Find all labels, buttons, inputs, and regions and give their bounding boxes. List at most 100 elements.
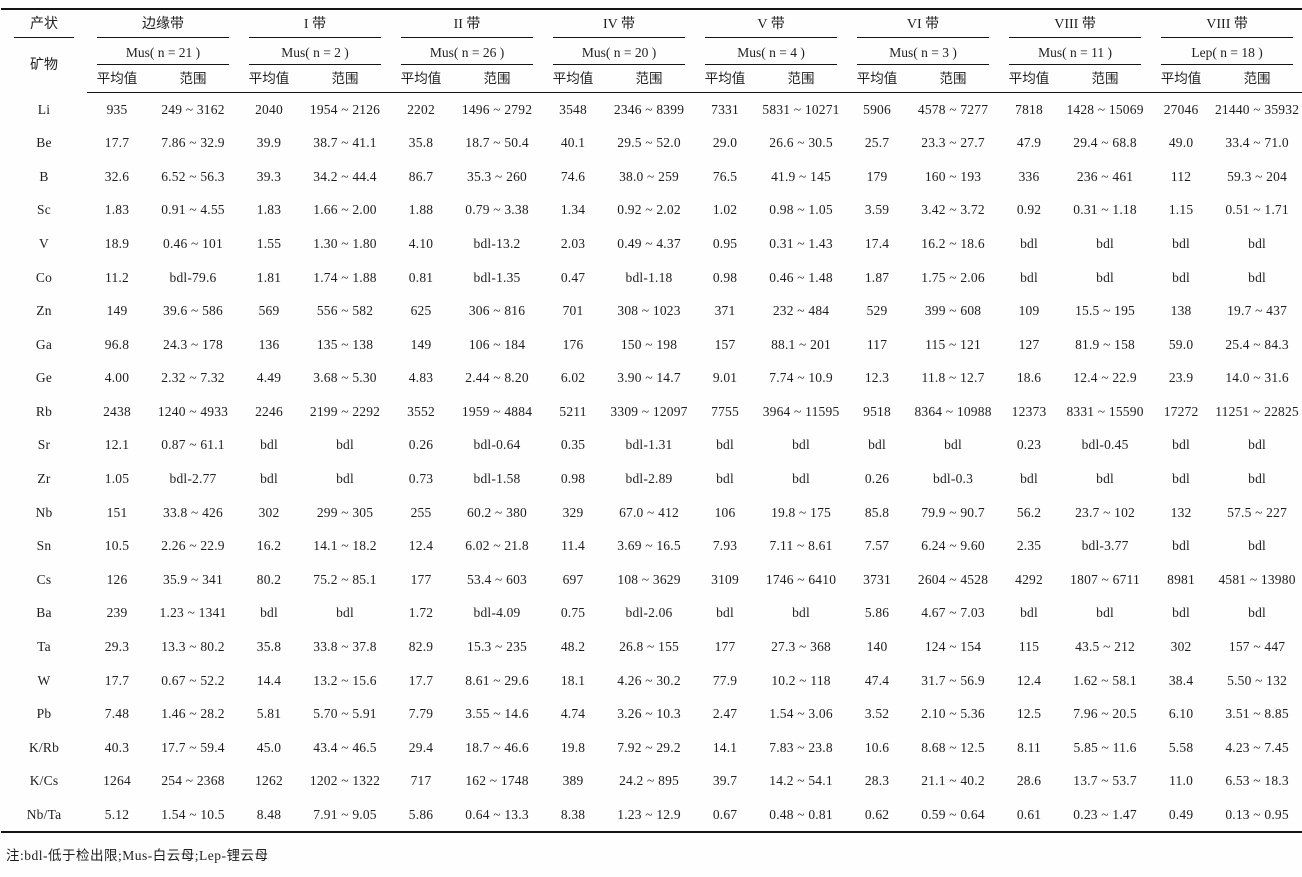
zone-name-header: VI 带 bbox=[847, 9, 999, 39]
range-value-cell: 3309 ~ 12097 bbox=[610, 403, 688, 419]
mean-value-cell: 302 bbox=[258, 504, 280, 520]
mean-value-cell: 1.83 bbox=[104, 202, 130, 218]
range-value-cell: 1959 ~ 4884 bbox=[461, 403, 533, 419]
zone-name-label: IV 带 bbox=[553, 12, 686, 38]
range-value-cell: 299 ~ 305 bbox=[316, 504, 374, 520]
mean-value-cell: 935 bbox=[106, 101, 128, 117]
range-value-cell: bdl-1.35 bbox=[473, 269, 521, 285]
table-body: Li 935 249 ~ 3162 2040 1954 ~ 2126 2202 1496 ~… bbox=[1, 93, 1302, 832]
range-value-cell: 75.2 ~ 85.1 bbox=[313, 571, 377, 587]
mineral-count-header: Mus( n = 11 ) bbox=[999, 39, 1151, 66]
mean-value-cell: 149 bbox=[106, 303, 128, 319]
mean-value-cell: bdl bbox=[1020, 471, 1038, 487]
mean-value-cell: 0.23 bbox=[1016, 437, 1042, 453]
mean-value-cell: 5.86 bbox=[408, 806, 434, 822]
range-value-cell: 254 ~ 2368 bbox=[161, 773, 225, 789]
range-value-cell: 6.53 ~ 18.3 bbox=[1225, 773, 1289, 789]
range-column-header: 范围 bbox=[755, 66, 848, 93]
mean-value-cell: 177 bbox=[410, 571, 432, 587]
range-value-cell: 7.86 ~ 32.9 bbox=[161, 135, 225, 151]
mean-value-cell: 82.9 bbox=[408, 639, 434, 655]
mean-value-cell: 138 bbox=[1170, 303, 1192, 319]
table-row: Ba 239 1.23 ~ 1341 bdl bdl 1.72 bdl-4.09 0.75 bd… bbox=[1, 596, 1302, 630]
mean-value-cell: 0.98 bbox=[560, 471, 586, 487]
mineral-count-label: Mus( n = 26 ) bbox=[401, 40, 534, 66]
mineral-count-label: Mus( n = 11 ) bbox=[1009, 40, 1142, 66]
zone-name-header: VIII 带 bbox=[1151, 9, 1302, 39]
range-value-cell: bdl bbox=[1248, 471, 1266, 487]
mean-value-cell: 697 bbox=[562, 571, 584, 587]
mean-value-cell: 18.9 bbox=[104, 235, 130, 251]
mean-value-cell: 4.10 bbox=[408, 235, 434, 251]
range-value-cell: 1.23 ~ 1341 bbox=[159, 605, 227, 621]
range-value-cell: 1496 ~ 2792 bbox=[461, 101, 533, 117]
mean-value-cell: bdl bbox=[1172, 471, 1190, 487]
mean-value-cell: 3.59 bbox=[864, 202, 890, 218]
mean-value-cell: 39.9 bbox=[256, 135, 282, 151]
range-value-cell: 7.92 ~ 29.2 bbox=[617, 739, 681, 755]
mean-value-cell: 157 bbox=[714, 336, 736, 352]
range-value-cell: bdl-1.18 bbox=[625, 269, 673, 285]
element-label: Ba bbox=[36, 605, 52, 621]
mean-value-cell: 109 bbox=[1018, 303, 1040, 319]
range-value-cell: 33.4 ~ 71.0 bbox=[1225, 135, 1289, 151]
range-column-header: 范围 bbox=[603, 66, 696, 93]
table-row: K/Cs 1264 254 ~ 2368 1262 1202 ~ 1322 717 162 … bbox=[1, 764, 1302, 798]
mean-value-cell: 0.92 bbox=[1016, 202, 1042, 218]
range-value-cell: bdl-2.89 bbox=[625, 471, 673, 487]
range-value-cell: 14.0 ~ 31.6 bbox=[1225, 370, 1289, 386]
mean-value-cell: 2246 bbox=[255, 403, 283, 419]
range-value-cell: 23.7 ~ 102 bbox=[1075, 504, 1136, 520]
range-value-cell: 12.4 ~ 22.9 bbox=[1073, 370, 1137, 386]
zone-name-header: II 带 bbox=[391, 9, 543, 39]
mean-value-cell: 29.4 bbox=[408, 739, 434, 755]
mean-value-cell: 17.7 bbox=[408, 672, 434, 688]
table-row: Ga 96.8 24.3 ~ 178 136 135 ~ 138 149 106 ~ 184… bbox=[1, 328, 1302, 362]
mean-column-header: 平均值 bbox=[999, 66, 1060, 93]
range-value-cell: 1.62 ~ 58.1 bbox=[1073, 672, 1137, 688]
range-value-cell: 2.10 ~ 5.36 bbox=[921, 706, 985, 722]
element-label: Rb bbox=[35, 403, 53, 419]
range-value-cell: 3.69 ~ 16.5 bbox=[617, 538, 681, 554]
mean-value-cell: bdl bbox=[260, 605, 278, 621]
range-value-cell: 11.8 ~ 12.7 bbox=[921, 370, 985, 386]
mean-value-cell: 0.47 bbox=[560, 269, 586, 285]
header-row-statistics: 平均值 范围 平均值 范围 平均值 范围 平均值 范围 平均值 范围 平均值 范围 平均值 范围 平均值 范围 bbox=[1, 66, 1302, 93]
mean-value-cell: 35.8 bbox=[256, 639, 282, 655]
mean-value-cell: 4292 bbox=[1015, 571, 1043, 587]
element-label: Nb bbox=[35, 504, 53, 520]
range-value-cell: 0.92 ~ 2.02 bbox=[617, 202, 681, 218]
mean-value-cell: 40.3 bbox=[104, 739, 130, 755]
mean-value-cell: 14.1 bbox=[712, 739, 738, 755]
range-value-cell: 1.30 ~ 1.80 bbox=[313, 235, 377, 251]
mean-value-cell: 1.15 bbox=[1168, 202, 1194, 218]
mean-value-cell: 35.8 bbox=[408, 135, 434, 151]
range-value-cell: 5.85 ~ 11.6 bbox=[1073, 739, 1137, 755]
range-value-cell: 0.46 ~ 1.48 bbox=[769, 269, 833, 285]
range-value-cell: 3.68 ~ 5.30 bbox=[313, 370, 377, 386]
mean-value-cell: 19.8 bbox=[560, 739, 586, 755]
mineral-count-header: Mus( n = 3 ) bbox=[847, 39, 999, 66]
mean-value-cell: bdl bbox=[868, 437, 886, 453]
mean-value-cell: 7755 bbox=[711, 403, 739, 419]
range-value-cell: bdl bbox=[1096, 269, 1114, 285]
mean-value-cell: 0.75 bbox=[560, 605, 586, 621]
mean-value-cell: 1.34 bbox=[560, 202, 586, 218]
range-value-cell: 23.3 ~ 27.7 bbox=[921, 135, 985, 151]
range-value-cell: 33.8 ~ 426 bbox=[163, 504, 223, 520]
range-value-cell: 13.3 ~ 80.2 bbox=[161, 639, 225, 655]
mean-column-header: 平均值 bbox=[695, 66, 756, 93]
range-value-cell: 60.2 ~ 380 bbox=[467, 504, 527, 520]
range-value-cell: 3.51 ~ 8.85 bbox=[1225, 706, 1289, 722]
mean-value-cell: 6.02 bbox=[560, 370, 586, 386]
range-value-cell: 43.5 ~ 212 bbox=[1075, 639, 1136, 655]
mean-value-cell: 0.81 bbox=[408, 269, 434, 285]
mean-value-cell: 0.62 bbox=[864, 806, 890, 822]
mean-value-cell: 4.83 bbox=[408, 370, 434, 386]
mean-value-cell: 80.2 bbox=[256, 571, 282, 587]
range-column-header: 范围 bbox=[299, 66, 392, 93]
mean-value-cell: bdl bbox=[716, 605, 734, 621]
mineral-count-label: Mus( n = 20 ) bbox=[553, 40, 686, 66]
range-column-header: 范围 bbox=[147, 66, 239, 93]
mean-value-cell: 56.2 bbox=[1016, 504, 1042, 520]
